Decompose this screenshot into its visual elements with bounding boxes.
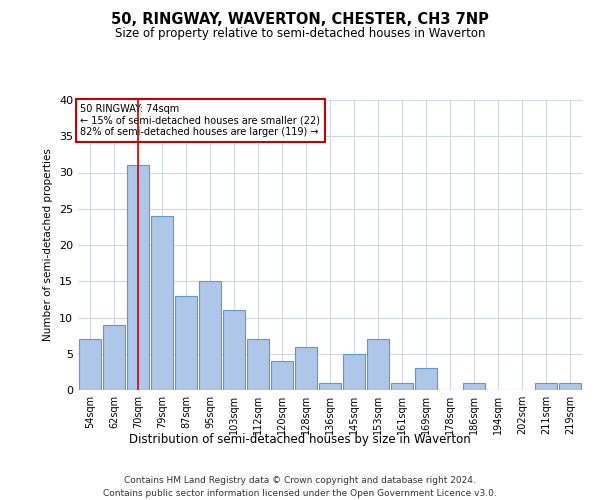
Bar <box>295 346 317 390</box>
Bar <box>367 339 389 390</box>
Text: Contains HM Land Registry data © Crown copyright and database right 2024.: Contains HM Land Registry data © Crown c… <box>124 476 476 485</box>
Text: Distribution of semi-detached houses by size in Waverton: Distribution of semi-detached houses by … <box>129 432 471 446</box>
Y-axis label: Number of semi-detached properties: Number of semi-detached properties <box>43 148 53 342</box>
Bar <box>175 296 197 390</box>
Bar <box>391 383 413 390</box>
Bar <box>223 310 245 390</box>
Bar <box>103 325 125 390</box>
Bar <box>343 354 365 390</box>
Bar <box>247 339 269 390</box>
Text: Contains public sector information licensed under the Open Government Licence v3: Contains public sector information licen… <box>103 489 497 498</box>
Text: 50 RINGWAY: 74sqm
← 15% of semi-detached houses are smaller (22)
82% of semi-det: 50 RINGWAY: 74sqm ← 15% of semi-detached… <box>80 104 320 137</box>
Bar <box>199 281 221 390</box>
Bar <box>127 165 149 390</box>
Bar <box>271 361 293 390</box>
Bar <box>151 216 173 390</box>
Bar <box>415 368 437 390</box>
Bar <box>559 383 581 390</box>
Bar <box>463 383 485 390</box>
Bar <box>319 383 341 390</box>
Text: 50, RINGWAY, WAVERTON, CHESTER, CH3 7NP: 50, RINGWAY, WAVERTON, CHESTER, CH3 7NP <box>111 12 489 28</box>
Bar <box>79 339 101 390</box>
Text: Size of property relative to semi-detached houses in Waverton: Size of property relative to semi-detach… <box>115 28 485 40</box>
Bar <box>535 383 557 390</box>
